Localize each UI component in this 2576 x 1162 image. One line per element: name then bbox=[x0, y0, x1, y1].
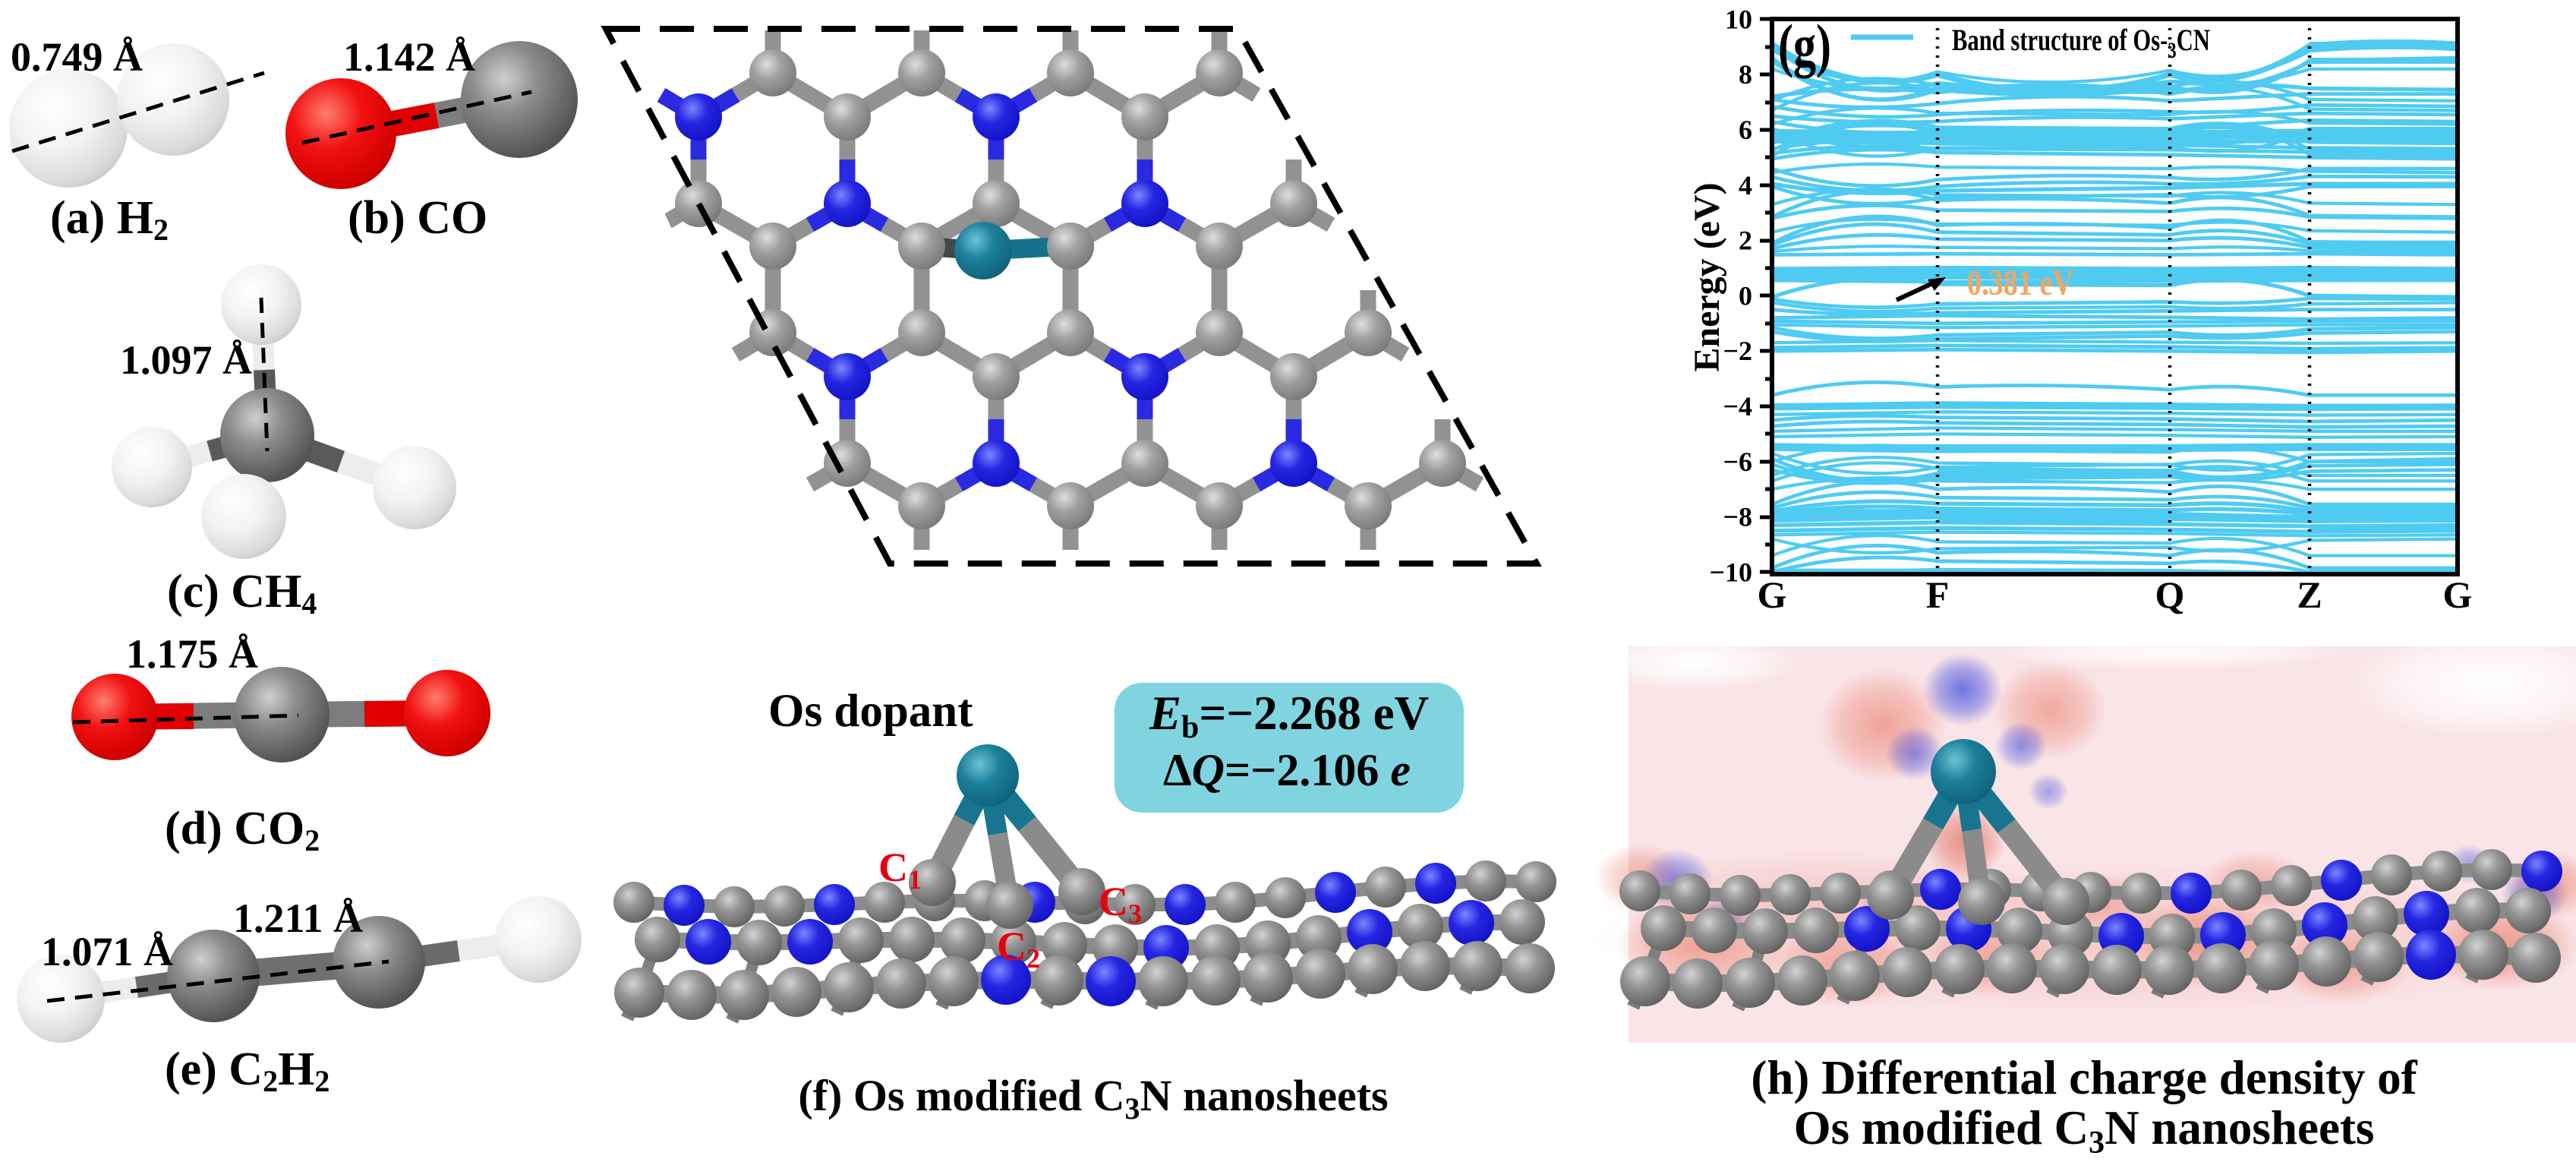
svg-text:2: 2 bbox=[1739, 226, 1752, 256]
svg-text:Z: Z bbox=[2297, 573, 2322, 616]
svg-text:Eb=−2.268 eV: Eb=−2.268 eV bbox=[1149, 687, 1429, 745]
svg-text:Os modified C3N nanosheets: Os modified C3N nanosheets bbox=[1794, 1101, 2375, 1158]
svg-text:0.381 eV: 0.381 eV bbox=[1967, 263, 2073, 303]
svg-text:1.211 Å: 1.211 Å bbox=[233, 895, 363, 941]
svg-text:−8: −8 bbox=[1723, 502, 1752, 532]
svg-text:8: 8 bbox=[1739, 59, 1752, 90]
svg-text:(h) Differential charge densit: (h) Differential charge density of bbox=[1751, 1051, 2417, 1104]
svg-text:0: 0 bbox=[1739, 280, 1752, 311]
svg-text:1.142 Å: 1.142 Å bbox=[343, 34, 475, 80]
svg-text:4: 4 bbox=[1739, 170, 1752, 201]
svg-text:1.175 Å: 1.175 Å bbox=[126, 631, 258, 677]
svg-text:−4: −4 bbox=[1723, 391, 1752, 422]
svg-text:Os dopant: Os dopant bbox=[768, 686, 973, 737]
svg-text:Q: Q bbox=[2155, 573, 2185, 616]
svg-text:1.071 Å: 1.071 Å bbox=[41, 929, 173, 974]
svg-text:1.097 Å: 1.097 Å bbox=[120, 337, 252, 383]
svg-text:0.749 Å: 0.749 Å bbox=[11, 34, 143, 80]
svg-text:(a) H2: (a) H2 bbox=[50, 192, 169, 247]
svg-text:(e) C2H2: (e) C2H2 bbox=[165, 1044, 329, 1098]
svg-text:(g): (g) bbox=[1778, 12, 1831, 78]
svg-text:(f) Os modified C3N nanosheets: (f) Os modified C3N nanosheets bbox=[798, 1071, 1388, 1126]
svg-text:F: F bbox=[1926, 573, 1950, 616]
svg-text:−6: −6 bbox=[1723, 447, 1752, 477]
svg-text:6: 6 bbox=[1739, 115, 1752, 145]
svg-text:ΔQ=−2.106 e: ΔQ=−2.106 e bbox=[1163, 745, 1411, 795]
svg-text:Energy (eV): Energy (eV) bbox=[1687, 182, 1727, 371]
svg-text:G: G bbox=[1758, 573, 1787, 616]
svg-text:−2: −2 bbox=[1723, 336, 1752, 366]
svg-text:−10: −10 bbox=[1709, 557, 1752, 587]
svg-text:G: G bbox=[2443, 573, 2473, 616]
svg-text:(d) CO2: (d) CO2 bbox=[165, 803, 320, 857]
svg-text:Band structure of Os-3CN: Band structure of Os-3CN bbox=[1952, 23, 2210, 63]
svg-text:10: 10 bbox=[1725, 4, 1752, 34]
svg-text:(c) CH4: (c) CH4 bbox=[167, 566, 317, 620]
svg-text:(b) CO: (b) CO bbox=[348, 192, 487, 244]
